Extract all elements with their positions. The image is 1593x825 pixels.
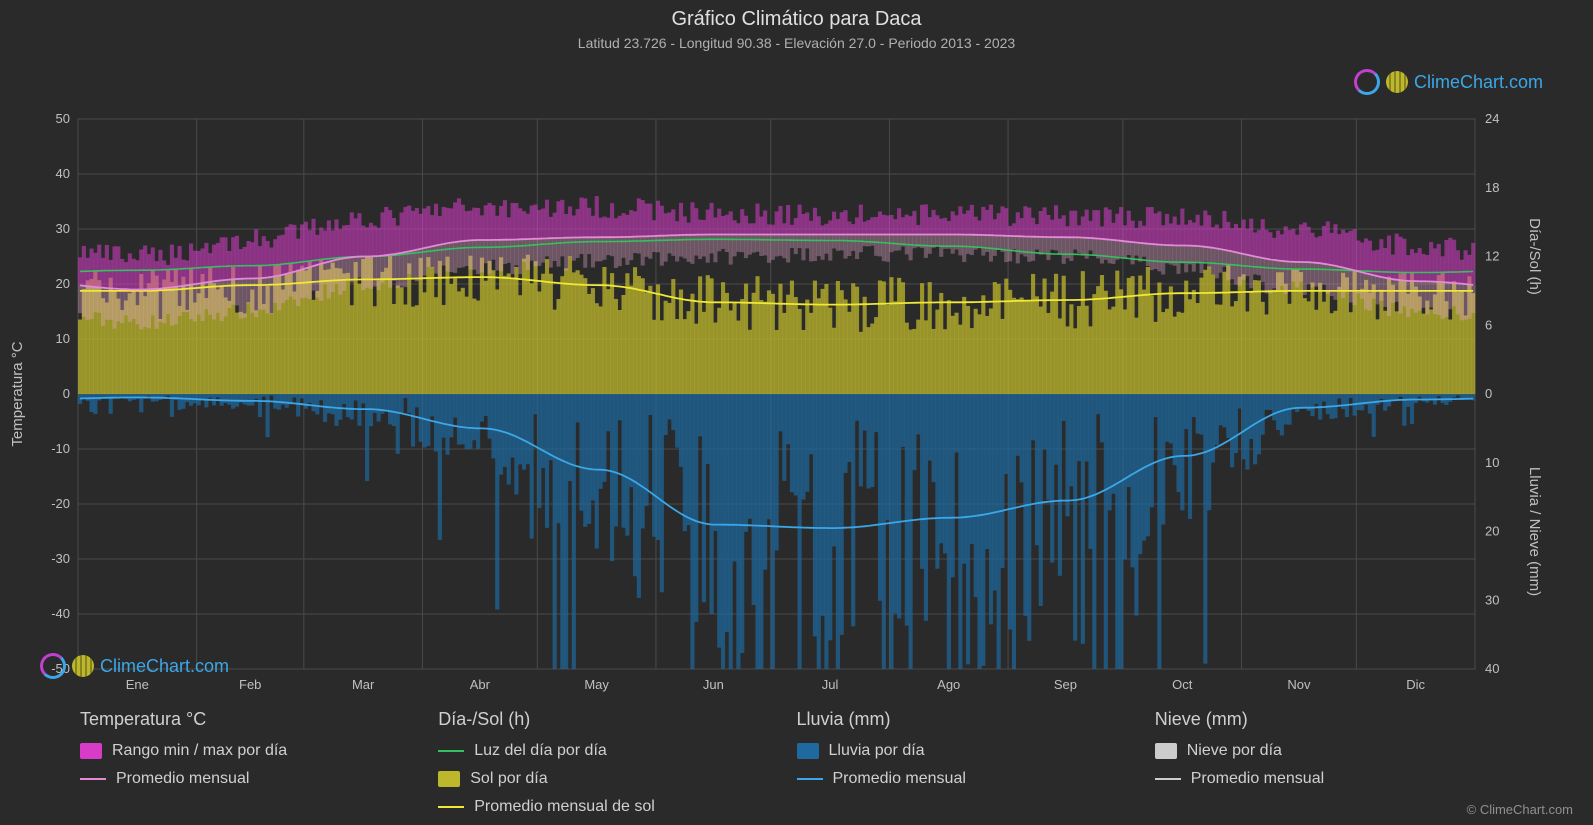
svg-text:Lluvia / Nieve (mm): Lluvia / Nieve (mm)	[1526, 467, 1543, 596]
svg-text:0: 0	[1485, 386, 1492, 401]
svg-text:30: 30	[56, 221, 70, 236]
logo-sun-icon	[72, 655, 94, 677]
legend-label: Rango min / max por día	[112, 742, 287, 760]
legend-item: Promedio mensual	[797, 770, 1155, 788]
chart-legend: Temperatura °C Rango min / max por día Pro…	[0, 699, 1593, 825]
legend-label: Promedio mensual	[1191, 770, 1324, 788]
chart-area: -50-40-30-20-1001020304050Temperatura °C…	[0, 51, 1593, 699]
legend-column: Día-/Sol (h) Luz del día por día Sol por d…	[438, 709, 796, 825]
svg-text:May: May	[584, 677, 609, 692]
svg-text:-20: -20	[51, 496, 70, 511]
legend-label: Luz del día por día	[474, 742, 607, 760]
svg-text:Jul: Jul	[822, 677, 839, 692]
line-swatch-icon	[438, 750, 464, 752]
copyright-text: © ClimeChart.com	[1467, 802, 1573, 817]
legend-item: Rango min / max por día	[80, 742, 438, 760]
svg-text:Temperatura °C: Temperatura °C	[9, 341, 26, 446]
svg-text:-10: -10	[51, 441, 70, 456]
svg-text:10: 10	[56, 331, 70, 346]
legend-label: Promedio mensual de sol	[474, 798, 655, 816]
svg-text:Jun: Jun	[703, 677, 724, 692]
legend-item: Nieve por día	[1155, 742, 1513, 760]
svg-text:10: 10	[1485, 455, 1499, 470]
legend-heading: Lluvia (mm)	[797, 709, 1155, 730]
legend-label: Promedio mensual	[116, 770, 249, 788]
svg-text:Oct: Oct	[1172, 677, 1193, 692]
svg-text:6: 6	[1485, 317, 1492, 332]
legend-label: Nieve por día	[1187, 742, 1282, 760]
line-swatch-icon	[797, 778, 823, 780]
legend-heading: Temperatura °C	[80, 709, 438, 730]
line-swatch-icon	[80, 778, 106, 780]
logo-ring-icon	[40, 653, 66, 679]
svg-text:Abr: Abr	[470, 677, 491, 692]
line-swatch-icon	[1155, 778, 1181, 780]
logo-ring-icon	[1354, 69, 1380, 95]
svg-text:Feb: Feb	[239, 677, 261, 692]
chart-title: Gráfico Climático para Daca	[0, 0, 1593, 31]
legend-item: Promedio mensual	[80, 770, 438, 788]
legend-item: Promedio mensual	[1155, 770, 1513, 788]
legend-item: Lluvia por día	[797, 742, 1155, 760]
svg-text:Día-/Sol (h): Día-/Sol (h)	[1526, 218, 1543, 295]
svg-text:Sep: Sep	[1054, 677, 1077, 692]
legend-heading: Nieve (mm)	[1155, 709, 1513, 730]
legend-item: Sol por día	[438, 770, 796, 788]
svg-text:18: 18	[1485, 180, 1499, 195]
svg-text:12: 12	[1485, 249, 1499, 264]
svg-text:40: 40	[56, 166, 70, 181]
svg-text:0: 0	[63, 386, 70, 401]
svg-text:20: 20	[56, 276, 70, 291]
legend-label: Lluvia por día	[829, 742, 925, 760]
swatch-icon	[797, 743, 819, 759]
watermark-text: ClimeChart.com	[1414, 72, 1543, 93]
watermark-top-right: ClimeChart.com	[1354, 69, 1543, 95]
legend-heading: Día-/Sol (h)	[438, 709, 796, 730]
svg-text:Dic: Dic	[1406, 677, 1425, 692]
watermark-bottom-left: ClimeChart.com	[40, 653, 229, 679]
svg-text:-30: -30	[51, 551, 70, 566]
chart-subtitle: Latitud 23.726 - Longitud 90.38 - Elevac…	[0, 31, 1593, 51]
svg-text:-40: -40	[51, 606, 70, 621]
svg-text:Mar: Mar	[352, 677, 375, 692]
svg-text:40: 40	[1485, 661, 1499, 676]
line-swatch-icon	[438, 806, 464, 808]
swatch-icon	[1155, 743, 1177, 759]
svg-text:24: 24	[1485, 111, 1499, 126]
logo-sun-icon	[1386, 71, 1408, 93]
watermark-text: ClimeChart.com	[100, 656, 229, 677]
svg-text:Ene: Ene	[126, 677, 149, 692]
svg-text:Nov: Nov	[1287, 677, 1311, 692]
legend-label: Sol por día	[470, 770, 547, 788]
svg-text:50: 50	[56, 111, 70, 126]
legend-label: Promedio mensual	[833, 770, 966, 788]
swatch-icon	[80, 743, 102, 759]
svg-text:30: 30	[1485, 592, 1499, 607]
climate-chart-svg: -50-40-30-20-1001020304050Temperatura °C…	[0, 51, 1593, 699]
svg-text:20: 20	[1485, 524, 1499, 539]
legend-item: Luz del día por día	[438, 742, 796, 760]
swatch-icon	[438, 771, 460, 787]
svg-text:Ago: Ago	[937, 677, 960, 692]
legend-item: Promedio mensual de sol	[438, 798, 796, 816]
legend-column: Lluvia (mm) Lluvia por día Promedio mensua…	[797, 709, 1155, 825]
legend-column: Nieve (mm) Nieve por día Promedio mensual	[1155, 709, 1513, 825]
legend-column: Temperatura °C Rango min / max por día Pro…	[80, 709, 438, 825]
